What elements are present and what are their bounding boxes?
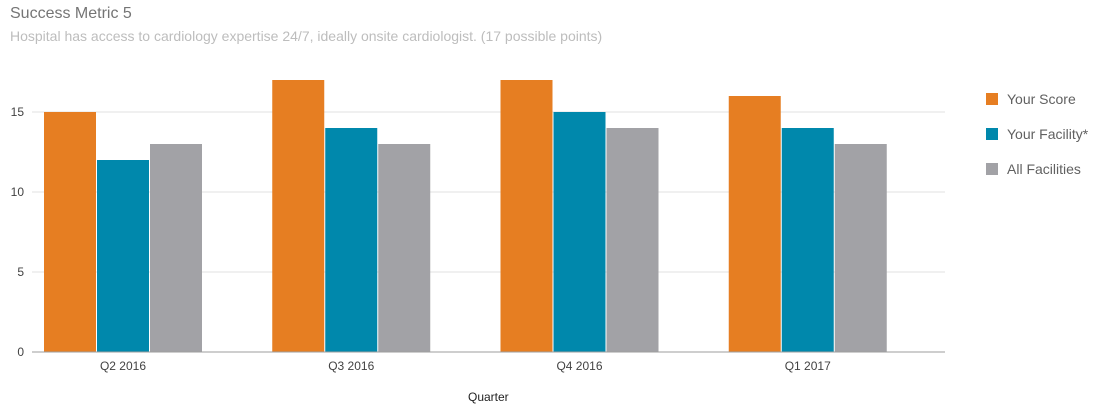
bar-your-facility-q2-2016[interactable] (97, 160, 149, 352)
chart-title: Success Metric 5 (10, 5, 132, 22)
bars (44, 80, 887, 352)
legend-item-your-facility[interactable]: Your Facility* (986, 116, 1106, 151)
y-tick-label: 0 (17, 345, 24, 359)
y-tick-label: 5 (17, 265, 24, 279)
y-tick-label: 10 (11, 185, 25, 199)
bar-your-facility-q4-2016[interactable] (553, 112, 606, 352)
legend-swatch-your-score (986, 92, 998, 105)
bar-your-facility-q1-2017[interactable] (781, 128, 834, 352)
y-tick-label: 15 (11, 105, 25, 119)
legend-swatch-your-facility (986, 127, 998, 140)
legend-label-your-score: Your Score (1007, 90, 1076, 107)
bar-your-facility-q3-2016[interactable] (325, 128, 378, 352)
legend-item-your-score[interactable]: Your Score (986, 81, 1106, 116)
legend: Your Score Your Facility* All Facilities (986, 81, 1106, 186)
bar-all-facilities-q3-2016[interactable] (378, 144, 431, 352)
x-axis-title: Quarter (468, 390, 509, 404)
bar-your-score-q2-2016[interactable] (44, 112, 96, 352)
x-tick-label: Q2 2016 (100, 359, 146, 373)
bar-all-facilities-q2-2016[interactable] (150, 144, 202, 352)
legend-label-your-facility: Your Facility* (1007, 125, 1089, 142)
x-tick-label: Q4 2016 (556, 359, 602, 373)
bar-your-score-q3-2016[interactable] (272, 80, 325, 352)
bar-all-facilities-q1-2017[interactable] (834, 144, 887, 352)
bar-your-score-q1-2017[interactable] (728, 96, 781, 352)
bar-your-score-q4-2016[interactable] (500, 80, 553, 352)
legend-label-all-facilities: All Facilities (1007, 160, 1081, 177)
chart-subtitle: Hospital has access to cardiology expert… (10, 28, 603, 44)
axes: 0 5 10 15 Q2 2016 Q3 2016 Q4 2016 Q1 2017 (11, 105, 945, 373)
legend-swatch-all-facilities (986, 162, 998, 175)
legend-item-all-facilities[interactable]: All Facilities (986, 151, 1106, 186)
x-tick-label: Q1 2017 (785, 359, 831, 373)
x-tick-label: Q3 2016 (328, 359, 374, 373)
bar-all-facilities-q4-2016[interactable] (606, 128, 659, 352)
